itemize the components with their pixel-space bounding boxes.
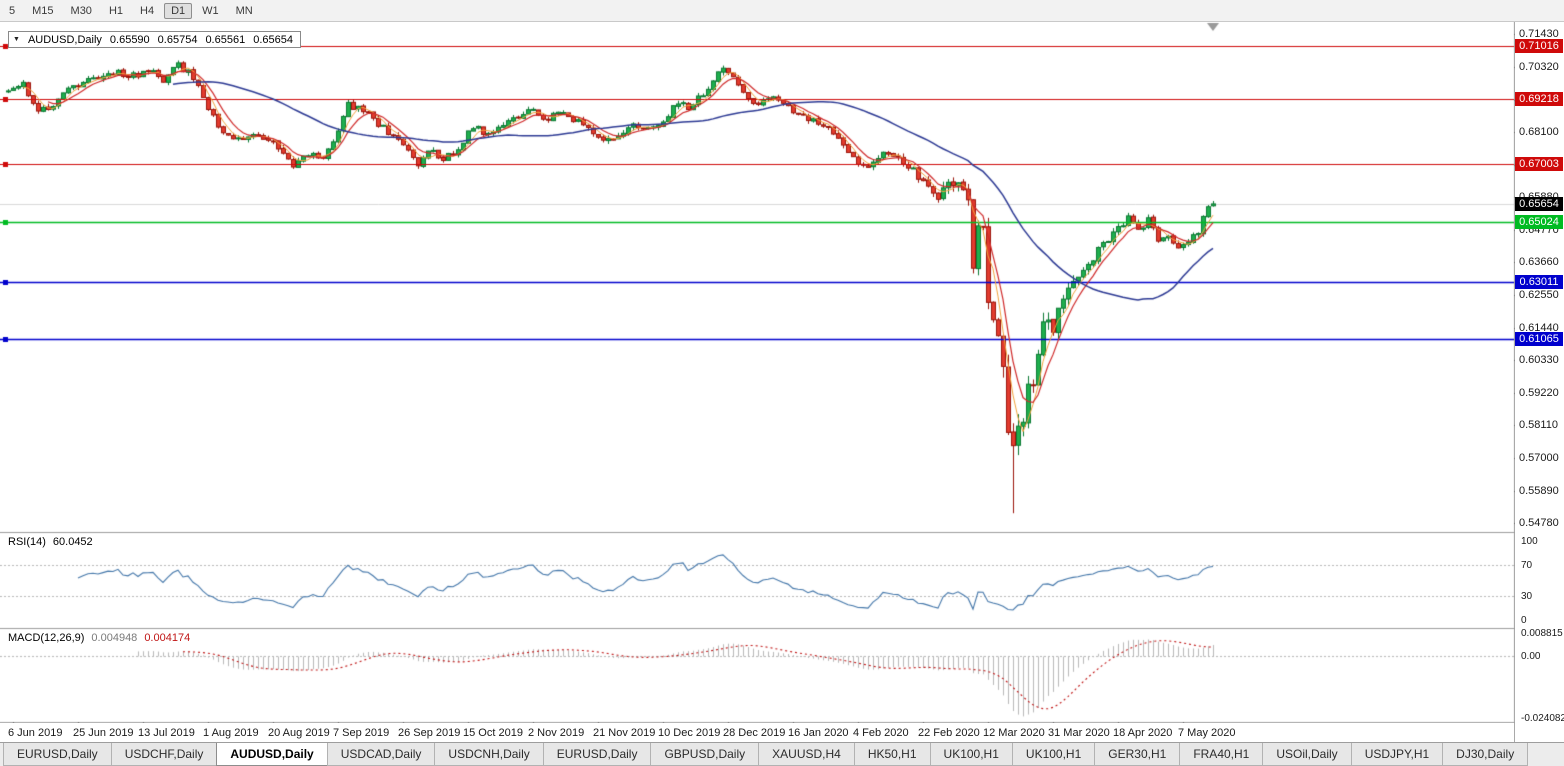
- date-tick-label: 16 Jan 2020: [788, 727, 849, 739]
- chart-tab-dj30-daily[interactable]: DJ30,Daily: [1442, 743, 1529, 766]
- rsi-tick-label: 70: [1521, 559, 1533, 571]
- price-tick-label: 0.55890: [1519, 484, 1559, 497]
- chart-tab-xauusd-h4[interactable]: XAUUSD,H4: [758, 743, 855, 766]
- timeframe-button-D1[interactable]: D1: [164, 2, 193, 19]
- chart-tab-ger30-h1[interactable]: GER30,H1: [1094, 743, 1181, 766]
- date-tick-label: 22 Feb 2020: [918, 727, 980, 739]
- chart-tab-audusd-daily[interactable]: AUDUSD,Daily: [216, 743, 328, 766]
- date-tick-label: 26 Sep 2019: [398, 727, 461, 739]
- chart-tab-usdcnh-daily[interactable]: USDCNH,Daily: [434, 743, 544, 766]
- level-price-tag: 0.67003: [1515, 157, 1563, 172]
- date-tick-label: 1 Aug 2019: [203, 727, 259, 739]
- time-axis[interactable]: 6 Jun 2019 25 Jun 2019 13 Jul 2019 1 Aug 20…: [0, 723, 1514, 742]
- price-tick-label: 0.60330: [1519, 354, 1559, 367]
- ohlc-close: 0.65654: [253, 33, 293, 46]
- chart-tab-gbpusd-daily[interactable]: GBPUSD,Daily: [650, 743, 760, 766]
- rsi-tick-label: 30: [1521, 591, 1533, 603]
- timeframe-button-H1[interactable]: H1: [108, 4, 123, 17]
- macd-signal-value: 0.004174: [144, 632, 191, 644]
- rsi-name: RSI(14): [8, 536, 46, 548]
- level-price-tag: 0.63011: [1515, 274, 1563, 289]
- chart-tab-usdchf-daily[interactable]: USDCHF,Daily: [110, 743, 218, 766]
- price-tick-label: 0.58110: [1519, 419, 1558, 432]
- timeframe-button-M30[interactable]: M30: [70, 4, 92, 17]
- chart-tab-uk100-h1[interactable]: UK100,H1: [929, 743, 1013, 766]
- level-price-tag: 0.61065: [1515, 331, 1563, 346]
- symbol-name: AUDUSD,Daily: [27, 33, 102, 46]
- price-tick-label: 0.54780: [1519, 517, 1559, 530]
- date-tick-label: 31 Mar 2020: [1048, 727, 1110, 739]
- date-tick-label: 2 Nov 2019: [528, 727, 585, 739]
- symbol-info-box[interactable]: ▼ AUDUSD,Daily 0.65590 0.65754 0.65561 0…: [8, 31, 301, 48]
- symbol-dropdown-icon[interactable]: ▼: [13, 36, 20, 43]
- chart-tab-hk50-h1[interactable]: HK50,H1: [853, 743, 931, 766]
- macd-tick-label: 0.008815: [1521, 628, 1563, 639]
- date-tick-label: 13 Jul 2019: [138, 727, 195, 739]
- macd-tick-label: -0.024082: [1521, 713, 1564, 724]
- price-tick-label: 0.62550: [1519, 289, 1559, 302]
- rsi-value: 60.0452: [52, 536, 93, 548]
- price-axis[interactable]: 0.714300.703200.692100.681000.669900.658…: [1515, 22, 1564, 742]
- price-tick-label: 0.57000: [1519, 452, 1559, 464]
- level-price-tag: 0.69218: [1515, 92, 1563, 107]
- symbol-tab-bar: EURUSD,Daily USDCHF,Daily AUDUSD,Daily USDC…: [0, 742, 1564, 766]
- ohlc-high: 0.65754: [157, 33, 198, 46]
- price-tick-label: 0.61440: [1519, 321, 1559, 334]
- price-chart-canvas[interactable]: [0, 22, 1564, 742]
- timeframe-button-H4[interactable]: H4: [140, 4, 155, 17]
- date-tick-label: 28 Dec 2019: [723, 727, 786, 739]
- date-tick-label: 10 Dec 2019: [658, 727, 721, 739]
- date-tick-label: 7 May 2020: [1178, 727, 1236, 739]
- chart-tab-eurusd-daily[interactable]: EURUSD,Daily: [3, 743, 112, 766]
- date-tick-label: 6 Jun 2019: [8, 727, 63, 739]
- date-tick-label: 18 Apr 2020: [1113, 727, 1173, 739]
- macd-indicator-label: MACD(12,26,9) 0.004948 0.004174: [8, 632, 190, 644]
- price-tick-label: 0.71430: [1519, 28, 1559, 41]
- chart-tab-uk100-h1[interactable]: UK100,H1: [1011, 743, 1096, 766]
- chart-tab-usoil-daily[interactable]: USOil,Daily: [1262, 743, 1352, 766]
- price-tick-label: 0.70320: [1519, 60, 1559, 73]
- timeframe-toolbar: 5 M15 M30 H1 H4 D1 W1 MN: [0, 0, 1564, 22]
- date-tick-label: 7 Sep 2019: [333, 727, 390, 739]
- rsi-tick-label: 100: [1521, 536, 1538, 547]
- date-tick-label: 15 Oct 2019: [463, 727, 523, 739]
- macd-tick-label: 0.00: [1521, 650, 1541, 662]
- macd-main-value: 0.004948: [91, 632, 138, 644]
- chart-tab-eurusd-daily[interactable]: EURUSD,Daily: [542, 743, 652, 766]
- chart-tab-usdjpy-h1[interactable]: USDJPY,H1: [1350, 743, 1444, 766]
- timeframe-button-5[interactable]: 5: [9, 4, 16, 17]
- macd-name: MACD(12,26,9): [8, 632, 85, 644]
- date-tick-label: 25 Jun 2019: [73, 727, 134, 739]
- date-tick-label: 20 Aug 2019: [268, 727, 330, 739]
- price-tick-label: 0.68100: [1519, 126, 1559, 139]
- ohlc-low: 0.65561: [205, 33, 246, 46]
- timeframe-button-MN[interactable]: MN: [235, 4, 253, 17]
- ohlc-open: 0.65590: [109, 33, 150, 46]
- level-price-tag: 0.65024: [1515, 215, 1563, 230]
- rsi-indicator-label: RSI(14) 60.0452: [8, 536, 93, 548]
- current-price-tag: 0.65654: [1515, 196, 1563, 211]
- level-price-tag: 0.71016: [1515, 39, 1563, 54]
- chart-region: ▼ AUDUSD,Daily 0.65590 0.65754 0.65561 0…: [0, 22, 1564, 742]
- date-tick-label: 4 Feb 2020: [853, 727, 909, 739]
- chart-tab-usdcad-daily[interactable]: USDCAD,Daily: [326, 743, 436, 766]
- price-tick-label: 0.59220: [1519, 386, 1559, 399]
- date-tick-label: 21 Nov 2019: [593, 727, 656, 739]
- timeframe-button-M15[interactable]: M15: [32, 4, 54, 17]
- date-tick-label: 12 Mar 2020: [983, 727, 1045, 739]
- price-tick-label: 0.63660: [1519, 256, 1559, 269]
- rsi-tick-label: 0: [1521, 615, 1527, 626]
- timeframe-button-W1[interactable]: W1: [202, 4, 219, 17]
- chart-tab-fra40-h1[interactable]: FRA40,H1: [1179, 743, 1264, 766]
